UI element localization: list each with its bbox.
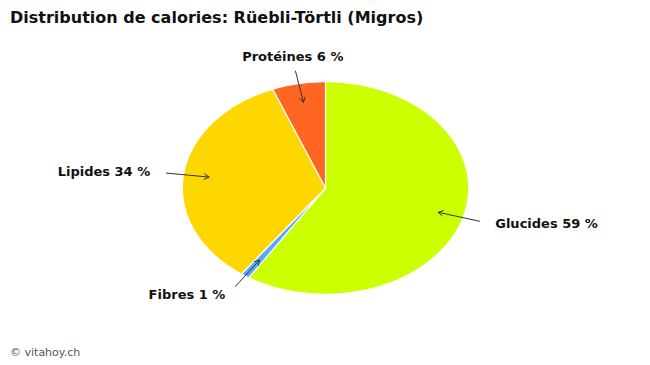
- svg-text:Protéines 6 %: Protéines 6 %: [242, 49, 343, 64]
- svg-text:Fibres 1 %: Fibres 1 %: [149, 287, 226, 302]
- html-text:Distribution de calories: Rüeb: Distribution de calories: Rüebli-Törtli …: [10, 8, 424, 27]
- svg-text:Lipides 34 %: Lipides 34 %: [58, 164, 151, 179]
- svg-text:Glucides 59 %: Glucides 59 %: [495, 216, 598, 231]
- html-text:© vitahoy.ch: © vitahoy.ch: [10, 346, 81, 359]
